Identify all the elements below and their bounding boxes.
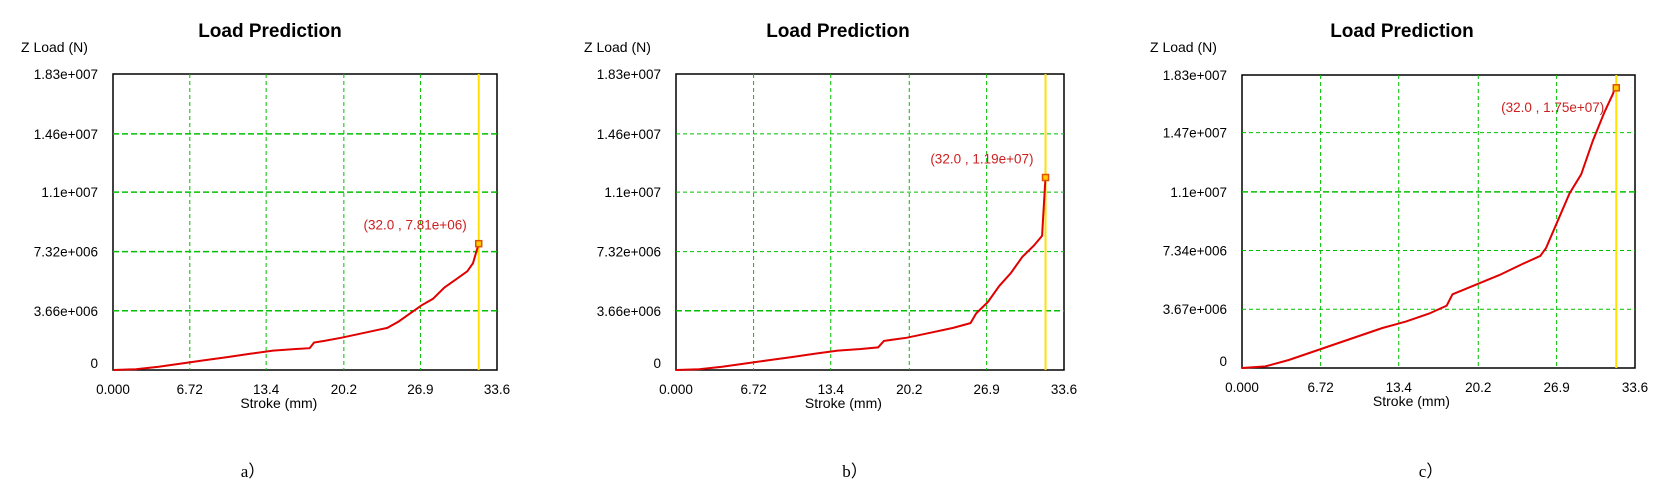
y-tick-label: 7.32e+006 — [597, 245, 661, 260]
chart-title: Load Prediction — [1330, 21, 1474, 42]
data-point-marker — [1612, 84, 1621, 92]
x-tick-label: 33.6 — [1622, 380, 1648, 395]
x-tick-label: 6.72 — [177, 382, 203, 397]
x-tick-label: 26.9 — [407, 382, 433, 397]
data-point-marker — [474, 239, 483, 248]
x-tick-label: 13.4 — [253, 382, 280, 397]
x-tick-label: 0.000 — [659, 382, 693, 397]
y-tick-label: 0 — [653, 356, 661, 371]
load-curve — [1241, 87, 1618, 369]
y-axis-label: Z Load (N) — [1150, 39, 1217, 55]
plot-area — [675, 73, 1065, 371]
chart-b-panel: Load Prediction Z Load (N) 0.000 6.72 13.4 20… — [584, 21, 1077, 481]
x-tick-label: 13.4 — [818, 382, 845, 397]
chart-title: Load Prediction — [198, 21, 342, 42]
figure-caption: b） — [842, 462, 868, 481]
x-tick-label: 33.6 — [1051, 382, 1077, 397]
y-tick-label: 1.83e+007 — [597, 67, 661, 82]
point-annotation: (32.0 , 7.81e+06) — [364, 218, 467, 233]
point-annotation: (32.0 , 1.75e+07) — [1501, 100, 1604, 115]
x-tick-label: 0.000 — [1225, 380, 1259, 395]
load-curve — [112, 243, 480, 371]
chart-a-panel: Load Prediction Z Load (N) 0.000 6.72 13.4 20… — [21, 21, 510, 481]
x-axis-label: Stroke (mm) — [805, 395, 882, 411]
x-tick-label: 33.6 — [484, 382, 510, 397]
chart-title: Load Prediction — [766, 21, 910, 42]
y-tick-label: 1.1e+007 — [1170, 185, 1227, 200]
y-tick-label: 0 — [1219, 354, 1227, 369]
y-tick-label: 1.83e+007 — [1163, 68, 1227, 83]
plot-area — [112, 73, 498, 371]
load-curve — [675, 177, 1047, 371]
y-tick-label: 1.46e+007 — [34, 127, 98, 142]
y-tick-label: 1.47e+007 — [1163, 126, 1227, 141]
x-tick-label: 20.2 — [896, 382, 922, 397]
y-tick-label: 3.67e+006 — [1163, 302, 1227, 317]
y-tick-label: 1.83e+007 — [34, 67, 98, 82]
y-tick-label: 0 — [90, 356, 98, 371]
y-tick-label: 7.34e+006 — [1163, 243, 1227, 258]
y-tick-label: 1.1e+007 — [604, 185, 661, 200]
y-tick-label: 3.66e+006 — [597, 304, 661, 319]
y-axis-label: Z Load (N) — [584, 39, 651, 55]
y-axis-label: Z Load (N) — [21, 39, 88, 55]
x-tick-label: 13.4 — [1386, 380, 1413, 395]
x-tick-label: 26.9 — [973, 382, 999, 397]
x-tick-label: 6.72 — [1307, 380, 1333, 395]
x-tick-label: 26.9 — [1543, 380, 1569, 395]
figure-caption: a） — [241, 462, 266, 481]
y-tick-label: 1.46e+007 — [597, 127, 661, 142]
y-tick-label: 7.32e+006 — [34, 245, 98, 260]
x-tick-label: 0.000 — [96, 382, 130, 397]
data-point-marker — [1041, 173, 1050, 182]
y-tick-label: 3.66e+006 — [34, 304, 98, 319]
chart-c-panel: Load Prediction Z Load (N) 0.000 6.72 13.4 20… — [1150, 21, 1648, 481]
plot-area — [1241, 74, 1636, 369]
x-tick-label: 6.72 — [740, 382, 766, 397]
figure-caption: c） — [1419, 462, 1444, 481]
x-axis-label: Stroke (mm) — [1373, 393, 1450, 409]
x-tick-label: 20.2 — [1465, 380, 1491, 395]
y-tick-label: 1.1e+007 — [41, 185, 98, 200]
point-annotation: (32.0 , 1.19e+07) — [930, 152, 1033, 167]
x-tick-label: 20.2 — [331, 382, 357, 397]
x-axis-label: Stroke (mm) — [240, 395, 317, 411]
